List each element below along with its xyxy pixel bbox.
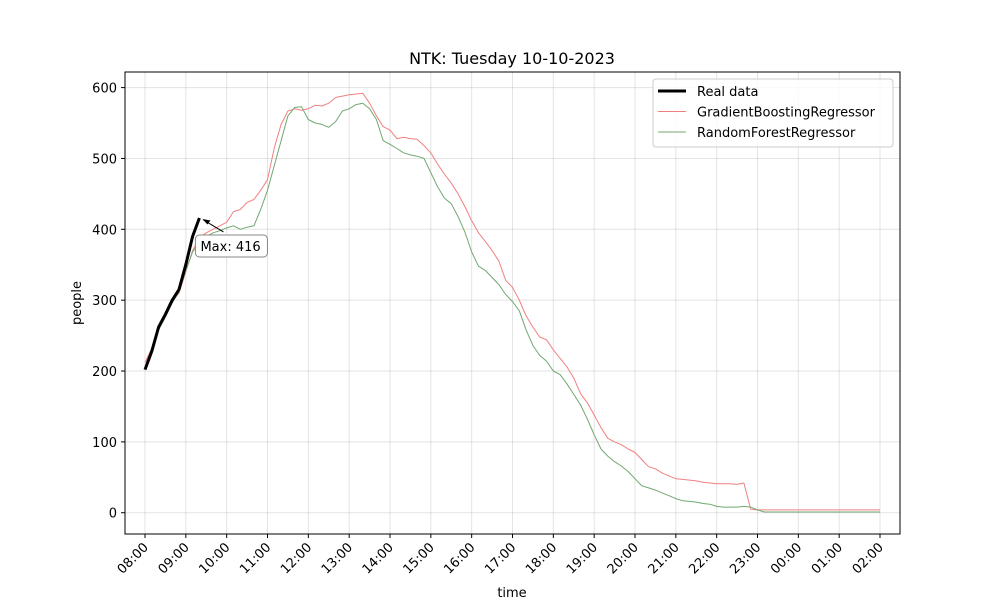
y-tick-label: 200 — [92, 365, 117, 380]
x-tick-label: 23:00 — [727, 540, 764, 577]
y-tick-label: 300 — [92, 294, 117, 309]
x-tick-label: 09:00 — [156, 540, 193, 577]
y-axis-ticks: 0 100 200 300 400 500 600 — [92, 82, 125, 522]
x-tick-label: 21:00 — [646, 540, 683, 577]
x-tick-label: 12:00 — [278, 540, 315, 577]
legend-entry: Real data — [697, 85, 758, 100]
x-tick-label: 02:00 — [850, 540, 887, 577]
x-tick-label: 17:00 — [482, 540, 519, 577]
x-tick-label: 08:00 — [115, 540, 152, 577]
x-axis-ticks: 08:00 09:00 10:00 11:00 12:00 13:00 14:00 15:00… — [115, 534, 887, 577]
x-tick-label: 14:00 — [360, 540, 397, 577]
annotation-label: Max: 416 — [200, 240, 260, 255]
annotations: Max: 416 — [194, 218, 268, 258]
x-axis-label: time — [497, 586, 526, 600]
series-line-real-data — [143, 217, 201, 371]
x-tick-label: 22:00 — [686, 540, 723, 577]
x-tick-label: 18:00 — [523, 540, 560, 577]
y-tick-label: 500 — [92, 152, 117, 167]
legend: Real data GradientBoostingRegressor Random… — [652, 78, 894, 148]
x-tick-label: 11:00 — [237, 540, 274, 577]
y-tick-label: 0 — [109, 507, 117, 522]
y-axis-label: people — [70, 281, 85, 325]
series-line-randomforestregressor — [144, 102, 880, 513]
legend-entry: RandomForestRegressor — [697, 126, 856, 141]
legend-entry: GradientBoostingRegressor — [697, 106, 876, 121]
y-tick-label: 400 — [92, 223, 117, 238]
x-tick-label: 00:00 — [768, 540, 805, 577]
legend-box — [652, 78, 894, 148]
x-tick-label: 10:00 — [196, 540, 233, 577]
annotation-arrowhead — [202, 218, 211, 225]
y-tick-label: 100 — [92, 436, 117, 451]
series-lines — [143, 92, 880, 513]
chart-title: NTK: Tuesday 10-10-2023 — [409, 49, 615, 68]
y-tick-label: 600 — [92, 82, 117, 97]
x-tick-label: 15:00 — [401, 540, 438, 577]
x-tick-label: 01:00 — [809, 540, 846, 577]
x-tick-label: 16:00 — [441, 540, 478, 577]
x-tick-label: 20:00 — [605, 540, 642, 577]
x-tick-label: 13:00 — [319, 540, 356, 577]
annotation-box — [194, 234, 268, 258]
x-tick-label: 19:00 — [564, 540, 601, 577]
gridlines — [125, 72, 900, 534]
